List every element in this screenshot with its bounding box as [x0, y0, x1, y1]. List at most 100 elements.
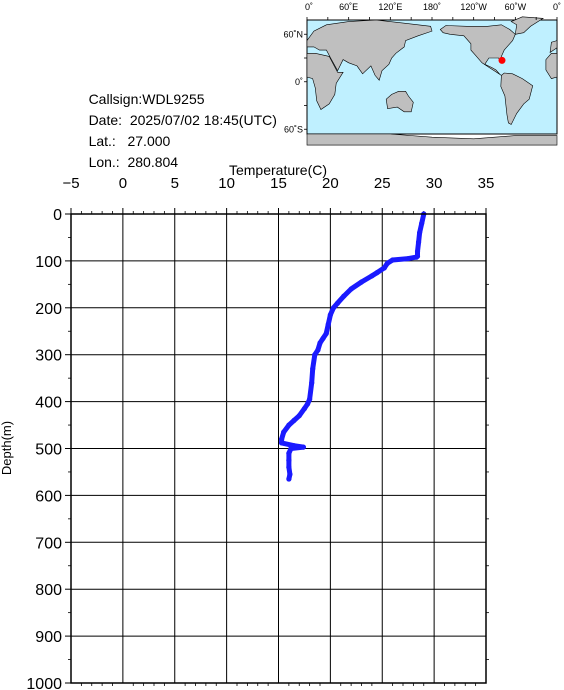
callsign-line: Callsign:WDL9255 [73, 74, 205, 125]
map-landmass-africa-west [545, 52, 558, 79]
x-tick-label: 5 [171, 175, 179, 192]
date-label: Date: [88, 112, 123, 128]
temperature-point [296, 413, 302, 419]
temperature-point [348, 286, 354, 292]
temperature-point [286, 476, 292, 482]
y-tick-label: 200 [35, 301, 62, 318]
callsign-value: WDL9255 [142, 91, 205, 107]
map-landmass-europe-west [549, 40, 558, 54]
temperature-point [286, 457, 292, 463]
temperature-point [312, 352, 318, 358]
temperature-point [369, 273, 375, 279]
plot-frame [70, 213, 487, 684]
temperature-point [374, 270, 380, 276]
lon-value: 280.804 [127, 154, 179, 170]
y-axis-label: Depth(m) [0, 421, 14, 475]
x-tick-label: 35 [478, 175, 495, 192]
temperature-point [287, 471, 293, 477]
map-landmass-africa-east [306, 52, 344, 110]
temperature-point [330, 305, 337, 311]
map-landmass-antarctica [306, 133, 558, 146]
temperature-point [288, 445, 294, 452]
map-lat-label: 60˚N [283, 29, 303, 39]
map-lon-label: 60˚W [505, 2, 527, 12]
temperature-point [419, 220, 425, 226]
map-landmass-south-america [500, 72, 534, 125]
map-land [306, 16, 558, 146]
y-tick-label: 700 [35, 535, 62, 552]
y-tick-label: 800 [35, 582, 62, 599]
temperature-point [300, 444, 306, 450]
x-tick-label: 30 [426, 175, 443, 192]
temperature-point [335, 300, 341, 306]
temperature-profile-line [279, 211, 427, 482]
map-lat-label: 0˚ [295, 77, 303, 87]
temperature-point [417, 230, 423, 236]
temperature-point [405, 255, 411, 262]
x-tick-label: 10 [218, 175, 235, 192]
temperature-point [286, 464, 292, 470]
lon-label: Lon.: [88, 154, 120, 170]
temperature-point [301, 406, 308, 412]
x-tick-label: 25 [374, 175, 391, 192]
temperature-point [327, 312, 333, 318]
temperature-point [281, 429, 287, 435]
temperature-point [279, 436, 285, 442]
temperature-point [310, 366, 316, 372]
map-landmass-north-america [439, 24, 516, 76]
map-lon-label: 120˚W [460, 2, 487, 12]
y-tick-label: 600 [35, 488, 62, 505]
temperature-point [304, 401, 311, 407]
lon-line: Lon.: 280.804 [73, 137, 179, 188]
temperature-point [413, 254, 420, 260]
temperature-point [279, 440, 285, 446]
map-landmass-australia [385, 91, 414, 113]
temperature-point [325, 321, 331, 327]
x-tick-label: −5 [62, 175, 79, 192]
temperature-point [286, 422, 292, 428]
temperature-point [309, 380, 315, 386]
y-tick-label: 500 [35, 442, 62, 459]
temperature-point [317, 340, 323, 346]
y-tick-label: 400 [35, 395, 62, 412]
temperature-point [320, 335, 326, 341]
map-landmass-greenland [510, 16, 545, 35]
temperature-point [286, 450, 292, 456]
temperature-point [415, 239, 422, 245]
lat-label: Lat.: [88, 133, 116, 149]
y-tick-label: 900 [35, 629, 62, 646]
x-axis-label: Temperature(C) [229, 162, 327, 178]
map-lon-label: 120˚E [378, 2, 402, 12]
x-tick-label: 15 [270, 175, 287, 192]
temperature-point [358, 279, 365, 285]
map-lon-label: 60˚E [339, 2, 358, 12]
x-tick-label: 20 [322, 175, 339, 192]
map-lon-label: 180˚ [423, 2, 441, 12]
temperature-point [384, 260, 391, 266]
temperature-point [341, 293, 347, 299]
map-lon-label: 0˚ [305, 2, 313, 12]
temperature-point [381, 265, 387, 271]
date-value: 2025/07/02 18:45(UTC) [129, 112, 277, 128]
map-lon-label: 0˚ [553, 2, 561, 12]
callsign-label: Callsign: [88, 91, 143, 107]
world-map: 0˚ 60˚E 120˚E 180˚ 120˚W 60˚W 0˚ 60˚N 0˚ 60˚S [283, 2, 561, 146]
temperature-point [291, 417, 297, 423]
lat-value: 27.000 [127, 133, 171, 149]
y-tick-label: 0 [53, 207, 62, 224]
temperature-point [307, 396, 313, 402]
y-tick-label: 100 [35, 254, 62, 271]
temperature-point [414, 248, 421, 255]
temperature-point [323, 330, 329, 337]
y-tick-label: 300 [35, 348, 62, 365]
map-lat-label: 60˚S [284, 124, 303, 134]
lat-line: Lat.: 27.000 [73, 116, 171, 167]
temperature-point [390, 257, 396, 263]
station-marker [498, 56, 506, 64]
date-line: Date: 2025/07/02 18:45(UTC) [73, 95, 277, 146]
temperature-point [315, 347, 321, 353]
x-tick-label: 0 [119, 175, 127, 192]
map-landmass-eurasia [306, 19, 433, 81]
